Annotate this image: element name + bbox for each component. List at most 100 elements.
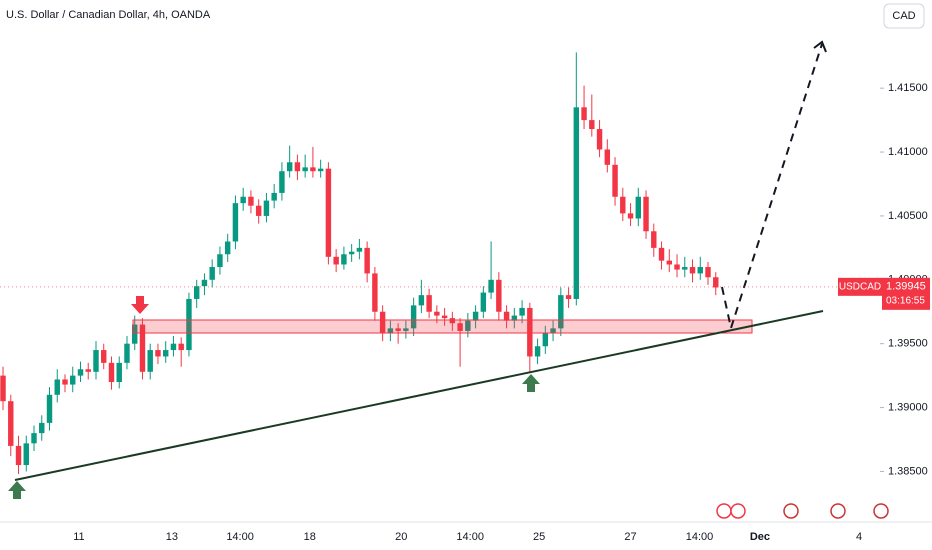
candle-body: [263, 200, 270, 216]
symbol-tag: [838, 277, 882, 296]
y-tick-label: 1.38500: [888, 465, 928, 477]
candle-body: [155, 350, 161, 357]
candle-body: [434, 311, 440, 316]
candle-body: [403, 328, 409, 331]
up-arrow: [8, 481, 26, 499]
candle-body: [705, 267, 711, 278]
candle-body: [689, 267, 696, 274]
candle-body: [658, 247, 665, 261]
candle-body: [240, 196, 246, 204]
x-tick-label: 25: [533, 531, 545, 543]
candle-body: [379, 311, 386, 334]
x-tick-label: 13: [166, 531, 178, 543]
x-tick-label: 4: [856, 531, 862, 543]
candle-body: [77, 369, 84, 376]
candle-body: [449, 318, 456, 324]
candle-body: [410, 305, 417, 329]
x-tick-label: 11: [73, 531, 84, 543]
candle-body: [558, 295, 564, 329]
candle-body: [511, 315, 518, 321]
candle-body: [682, 267, 688, 270]
event-icon: [730, 503, 746, 519]
candle-body: [348, 251, 355, 255]
candle-body: [302, 167, 308, 172]
price-tag: [882, 277, 930, 310]
support-zone: [132, 319, 753, 334]
candle-body: [93, 350, 99, 372]
x-tick-label: 18: [304, 531, 316, 543]
candle-body: [46, 394, 53, 423]
y-tick-label: 1.39000: [888, 401, 928, 413]
candle-body: [101, 350, 107, 363]
candle-body: [279, 171, 285, 193]
plot-area: [0, 52, 719, 475]
candle-body: [85, 369, 91, 372]
candle-body: [23, 443, 29, 466]
candle-body: [217, 254, 223, 268]
candle-body: [186, 298, 192, 351]
candle-body: [70, 375, 76, 385]
x-tick-label: 14:00: [226, 531, 254, 543]
last-price-label: 1.39945: [886, 281, 926, 293]
candle-body: [356, 247, 363, 252]
chart-title: U.S. Dollar / Canadian Dollar, 4h, OANDA: [6, 9, 211, 21]
candle-body: [426, 295, 432, 312]
candle-body: [333, 256, 339, 265]
projection-path: [721, 43, 823, 332]
currency-button[interactable]: [883, 3, 925, 29]
candle-body: [255, 205, 262, 216]
candle-body: [193, 286, 200, 299]
candle-body: [441, 315, 448, 319]
event-icon: [716, 503, 732, 519]
candle-body: [418, 295, 425, 306]
candle-body: [201, 279, 208, 287]
candle-body: [651, 231, 657, 248]
candle-body: [0, 375, 6, 402]
event-icon: [783, 503, 799, 519]
candle-body: [8, 401, 14, 446]
candle-body: [178, 343, 184, 351]
candle-body: [116, 362, 122, 383]
candle-body: [550, 328, 556, 334]
currency-label[interactable]: CAD: [892, 10, 915, 22]
x-tick-label: 14:00: [456, 531, 484, 543]
candle-body: [31, 433, 37, 444]
projection-arrowhead: [813, 40, 827, 53]
candle-body: [341, 254, 347, 265]
candle-body: [286, 162, 293, 172]
candle-body: [527, 307, 533, 357]
event-icon: [830, 503, 846, 519]
candle-body: [170, 343, 177, 351]
candle-body: [387, 328, 394, 334]
candle-body: [589, 120, 595, 130]
candle-body: [310, 167, 316, 172]
candle-body: [488, 279, 494, 293]
candle-body: [713, 277, 719, 288]
candle-body: [364, 247, 370, 274]
candle-body: [496, 279, 502, 312]
candle-body: [147, 350, 153, 372]
candle-body: [565, 295, 572, 299]
candle-body: [39, 422, 45, 434]
x-tick-label: 20: [395, 531, 407, 543]
candle-body: [674, 264, 680, 270]
candle-body: [612, 164, 618, 197]
candle-body: [666, 260, 672, 265]
candle-body: [503, 311, 510, 321]
candle-body: [519, 307, 525, 316]
candle-body: [596, 129, 603, 150]
countdown-label: 03:16:55: [886, 295, 925, 306]
candle-body: [108, 362, 115, 383]
candle-body: [317, 168, 324, 172]
x-tick-label: 27: [624, 531, 636, 543]
candle-body: [271, 192, 277, 201]
candle-body: [224, 241, 231, 255]
candle-body: [534, 346, 541, 357]
candle-body: [248, 196, 254, 206]
event-icon: [873, 503, 889, 519]
y-tick-label: 1.40500: [888, 210, 928, 222]
symbol-label: USDCAD: [839, 281, 881, 292]
candle-body: [542, 333, 549, 347]
